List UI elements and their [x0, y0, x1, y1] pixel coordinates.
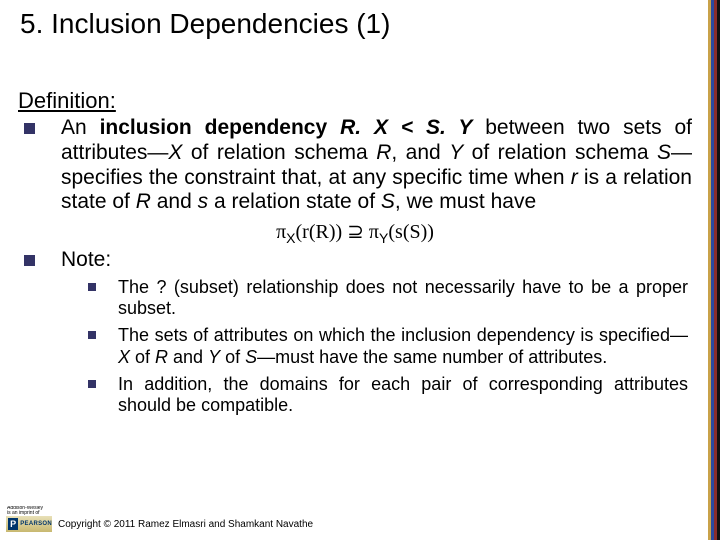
logo-brand: PEARSON: [20, 521, 52, 527]
bullet-icon: [88, 283, 96, 291]
definition-text: An inclusion dependency R. X < S. Y betw…: [61, 116, 692, 215]
note-text: The sets of attributes on which the incl…: [118, 325, 688, 367]
publisher-logo: Addison-Wesleyis an imprint of P PEARSON: [6, 506, 52, 534]
note-heading-row: Note:: [18, 248, 692, 273]
slide-title: 5. Inclusion Dependencies (1): [20, 8, 390, 40]
bullet-icon: [24, 255, 35, 266]
note-text: In addition, the domains for each pair o…: [118, 374, 688, 416]
right-border-stripes: [708, 0, 720, 540]
note-item: In addition, the domains for each pair o…: [88, 374, 688, 416]
note-text: The ? (subset) relationship does not nec…: [118, 277, 688, 319]
definition-item: An inclusion dependency R. X < S. Y betw…: [18, 116, 692, 215]
logo-letter: P: [8, 518, 18, 530]
bullet-icon: [24, 123, 35, 134]
note-item: The ? (subset) relationship does not nec…: [88, 277, 688, 319]
note-item: The sets of attributes on which the incl…: [88, 325, 688, 367]
note-heading: Note:: [61, 248, 111, 273]
slide: 5. Inclusion Dependencies (1) Definition…: [0, 0, 720, 540]
slide-body: Definition: An inclusion dependency R. X…: [18, 88, 692, 422]
definition-heading: Definition:: [18, 88, 692, 114]
bullet-icon: [88, 331, 96, 339]
logo-subtext: Addison-Wesleyis an imprint of: [6, 506, 54, 516]
pearson-mark: P PEARSON: [6, 516, 52, 532]
copyright-text: Copyright © 2011 Ramez Elmasri and Shamk…: [58, 519, 313, 530]
bullet-icon: [88, 380, 96, 388]
formula: πX(r(R)) ⊇ πY(s(S)): [18, 219, 692, 246]
